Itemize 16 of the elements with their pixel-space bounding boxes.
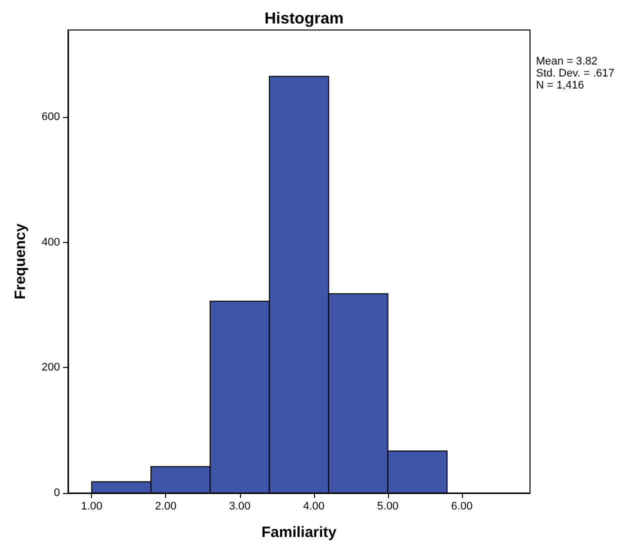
x-tick-label: 3.00 bbox=[229, 500, 250, 512]
text: Std. Dev. = .617 bbox=[536, 68, 614, 80]
y-tick-label: 400 bbox=[42, 236, 60, 248]
text: N = 1,416 bbox=[536, 80, 584, 92]
x-tick-label: 1.00 bbox=[80, 500, 102, 512]
x-tick-label: 2.00 bbox=[155, 500, 176, 512]
chart-title: Histogram bbox=[264, 10, 344, 28]
x-tick-label: 6.00 bbox=[451, 500, 473, 512]
x-axis-title: Familiarity bbox=[261, 524, 338, 541]
text: Mean = 3.82 bbox=[536, 56, 598, 68]
y-tick-label: 600 bbox=[42, 111, 60, 124]
x-tick-label: 4.00 bbox=[303, 500, 325, 512]
y-tick-label: 0 bbox=[54, 487, 60, 499]
y-tick-label: 200 bbox=[42, 362, 60, 374]
y-axis-title: Frequency bbox=[12, 222, 29, 300]
x-tick-label: 5.00 bbox=[377, 500, 399, 512]
